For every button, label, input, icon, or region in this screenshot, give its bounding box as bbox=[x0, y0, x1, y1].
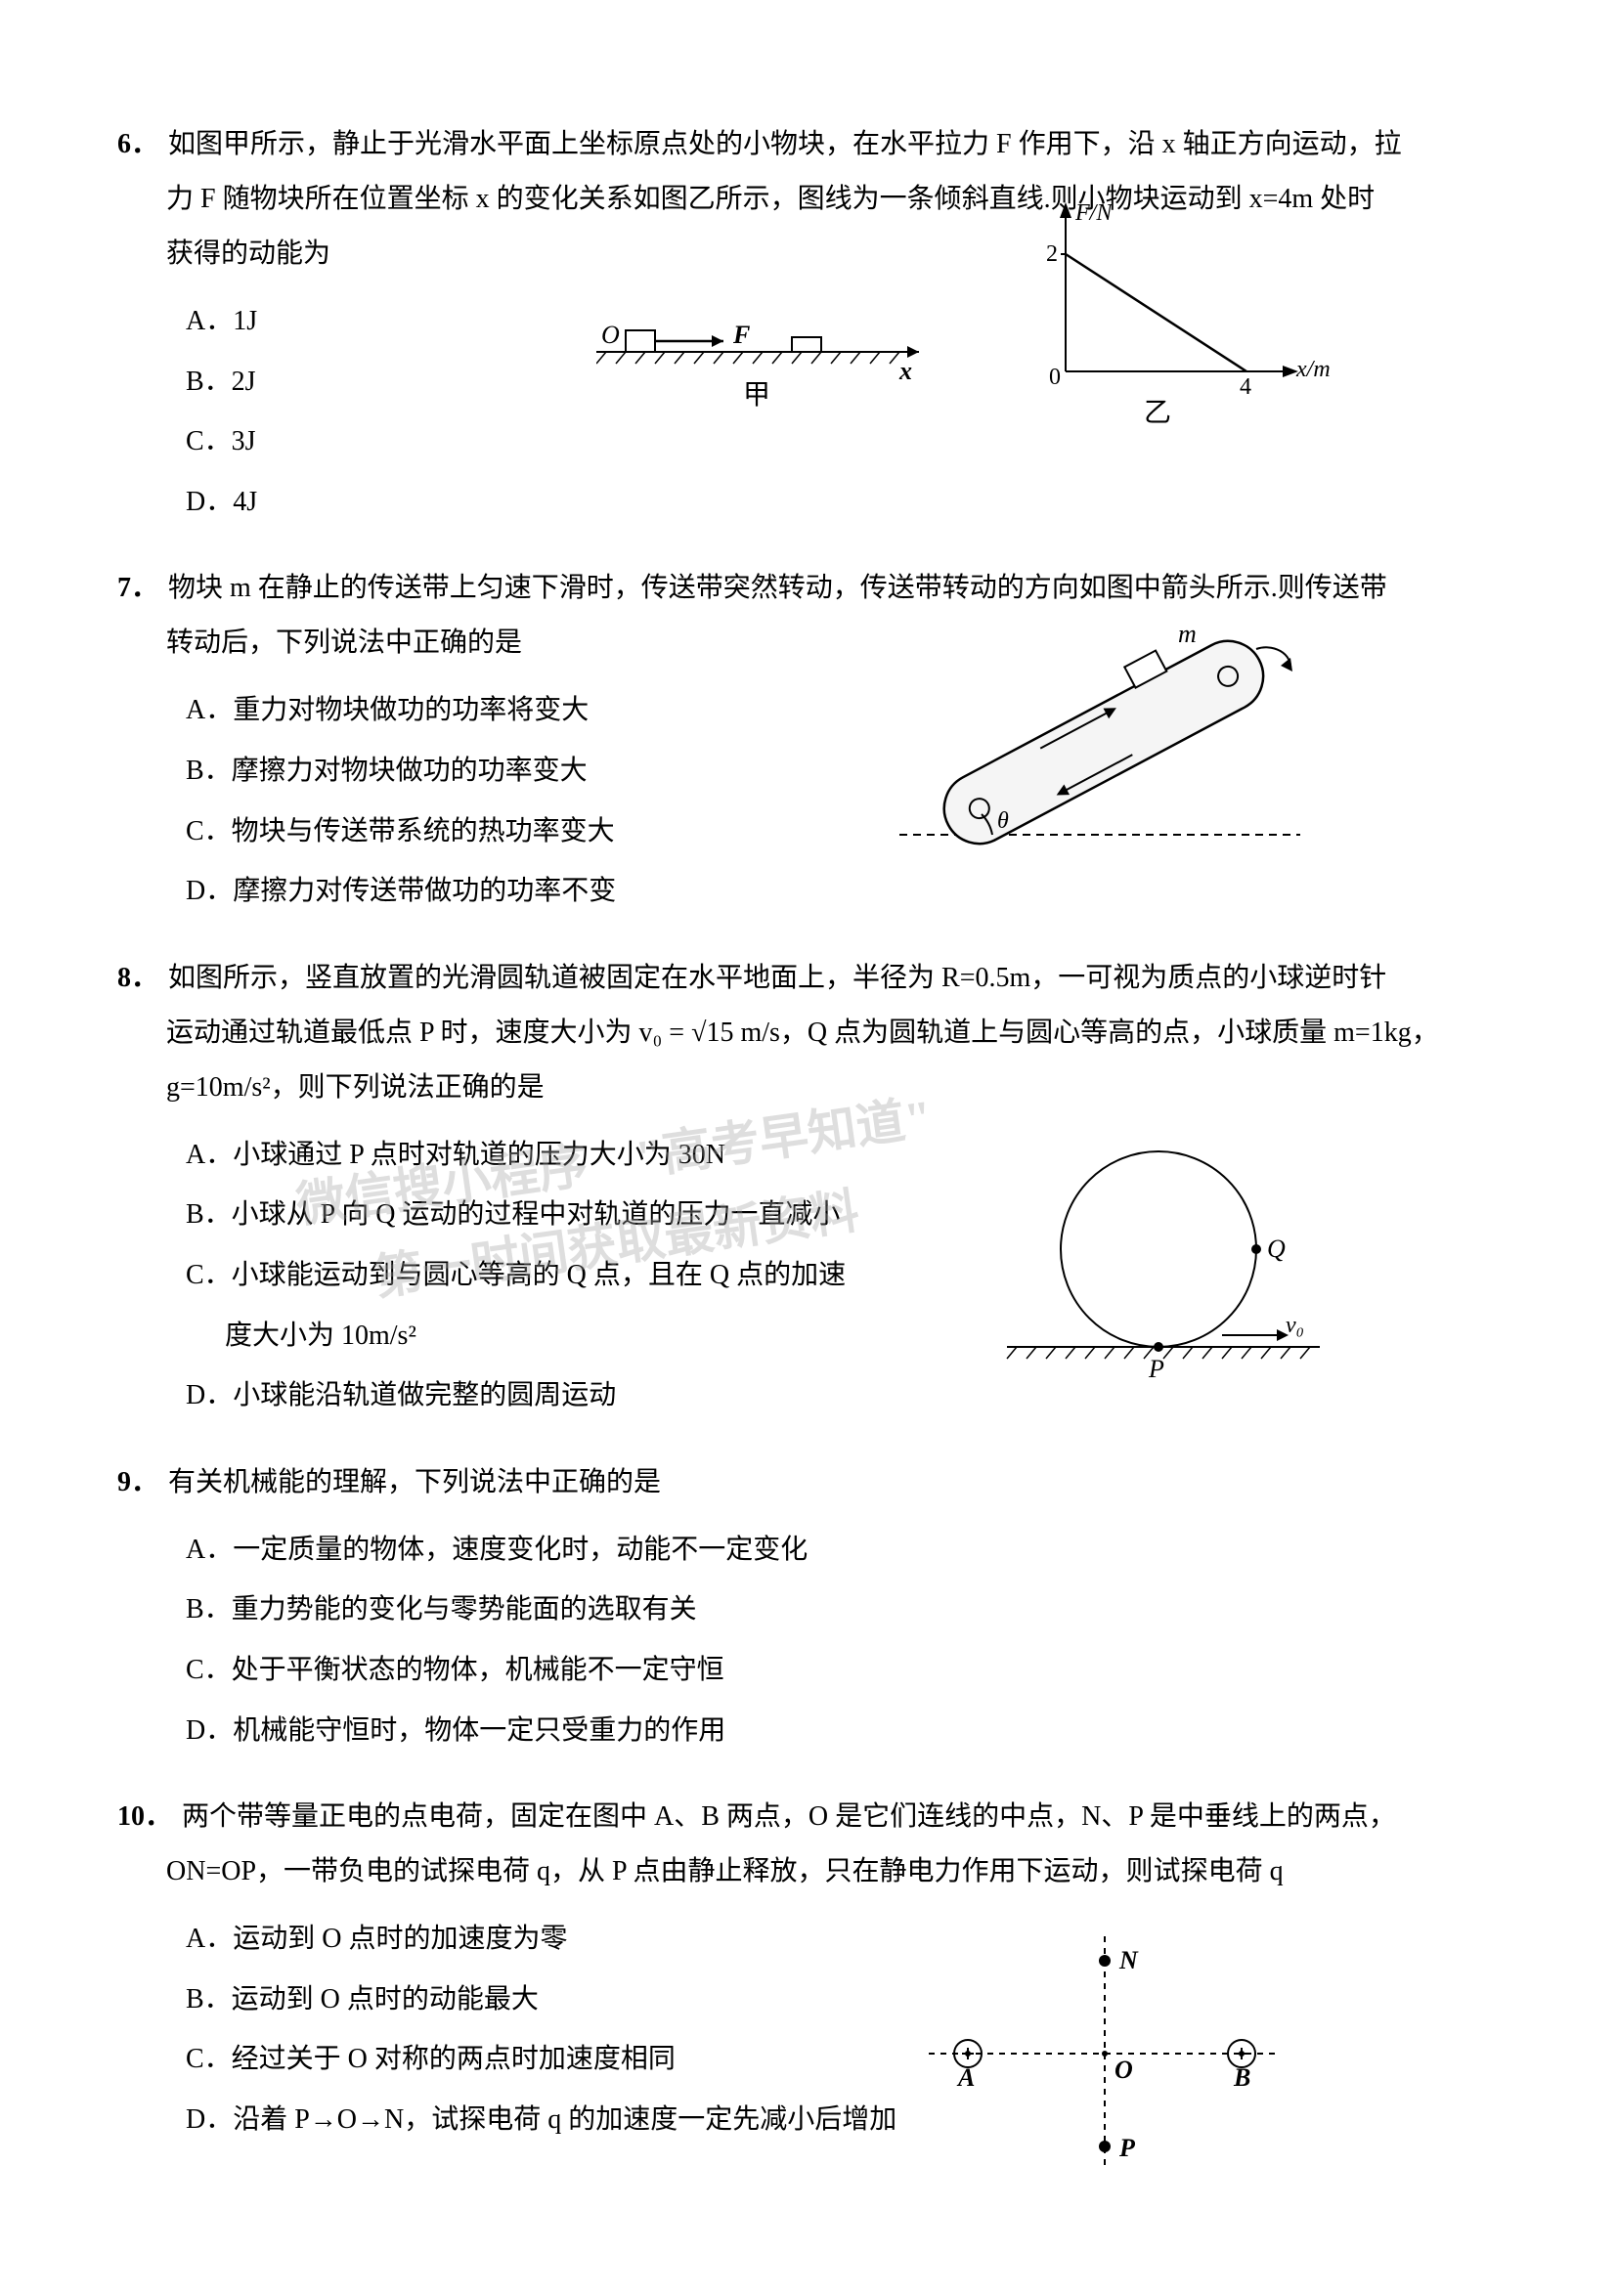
q9-stem-row: 9． 有关机械能的理解，下列说法中正确的是 bbox=[117, 1455, 1500, 1510]
q10-P-label: P bbox=[1119, 2134, 1135, 2163]
q7-optD: D．摩擦力对传送带做功的功率不变 bbox=[186, 861, 1500, 922]
q6-figure-yi: F/N x/m 2 4 0 乙 bbox=[1017, 200, 1330, 425]
q6-number: 6． bbox=[117, 129, 158, 159]
q7-m-label: m bbox=[1178, 620, 1197, 649]
q8-v0-label: v₀ bbox=[1286, 1313, 1304, 1339]
q9-number: 9． bbox=[117, 1467, 158, 1497]
q6-jia-F: F bbox=[733, 321, 750, 350]
q7-number: 7． bbox=[117, 573, 158, 603]
q8-stem3: g=10m/s²，则下列说法正确的是 bbox=[117, 1061, 1500, 1115]
q6-jia-label: 甲 bbox=[743, 373, 770, 412]
q10-stem-row1: 10． 两个带等量正电的点电荷，固定在图中 A、B 两点，O 是它们连线的中点，N… bbox=[117, 1790, 1500, 1844]
q7-stem1: 物块 m 在静止的传送带上匀速下滑时，传送带突然转动，传送带转动的方向如图中箭头… bbox=[168, 573, 1387, 603]
q9-options: A．一定质量的物体，速度变化时，动能不一定变化 B．重力势能的变化与零势能面的选… bbox=[117, 1520, 1500, 1760]
q10-N-label: N bbox=[1119, 1946, 1138, 1975]
q6-figure-yi-svg bbox=[1017, 200, 1330, 425]
q9-stem: 有关机械能的理解，下列说法中正确的是 bbox=[168, 1467, 661, 1497]
q10-A-label: A bbox=[958, 2063, 975, 2093]
q10-B-label: B bbox=[1234, 2063, 1250, 2093]
q10-stem2: ON=OP，一带负电的试探电荷 q，从 P 点由静止释放，只在静电力作用下运动，… bbox=[117, 1844, 1500, 1899]
q8-Q-label: Q bbox=[1267, 1235, 1286, 1264]
q9-optC: C．处于平衡状态的物体，机械能不一定守恒 bbox=[186, 1640, 1500, 1701]
q6-yi-ytick: 2 bbox=[1046, 241, 1058, 268]
q8-stem2: 运动通过轨道最低点 P 时，速度大小为 v₀ = √15 m/s，Q 点为圆轨道… bbox=[117, 1006, 1500, 1061]
q6-optD: D．4J bbox=[186, 472, 1500, 533]
q6-jia-x: x bbox=[899, 357, 912, 386]
q10-number: 10． bbox=[117, 1801, 172, 1832]
question-10: 10． 两个带等量正电的点电荷，固定在图中 A、B 两点，O 是它们连线的中点，N… bbox=[117, 1790, 1500, 2149]
q6-stem-row1: 6． 如图甲所示，静止于光滑水平面上坐标原点处的小物块，在水平拉力 F 作用下，沿… bbox=[117, 117, 1500, 172]
question-7: 7． 物块 m 在静止的传送带上匀速下滑时，传送带突然转动，传送带转动的方向如图中… bbox=[117, 561, 1500, 921]
q7-figure: m θ bbox=[890, 615, 1320, 869]
q6-yi-xtick: 4 bbox=[1240, 374, 1251, 401]
q6-yi-yaxis: F/N bbox=[1075, 200, 1112, 227]
q8-P-label: P bbox=[1149, 1355, 1164, 1384]
q7-stem-row1: 7． 物块 m 在静止的传送带上匀速下滑时，传送带突然转动，传送带转动的方向如图中… bbox=[117, 561, 1500, 616]
q7-theta-label: θ bbox=[997, 808, 1009, 835]
q7-figure-svg bbox=[890, 615, 1320, 869]
q6-stem1: 如图甲所示，静止于光滑水平面上坐标原点处的小物块，在水平拉力 F 作用下，沿 x… bbox=[168, 129, 1402, 159]
q8-number: 8． bbox=[117, 963, 158, 993]
q6-yi-origin: 0 bbox=[1049, 365, 1061, 391]
question-6: 6． 如图甲所示，静止于光滑水平面上坐标原点处的小物块，在水平拉力 F 作用下，沿… bbox=[117, 117, 1500, 532]
q9-optA: A．一定质量的物体，速度变化时，动能不一定变化 bbox=[186, 1520, 1500, 1581]
q6-yi-xaxis: x/m bbox=[1296, 357, 1331, 383]
q9-optD: D．机械能守恒时，物体一定只受重力的作用 bbox=[186, 1701, 1500, 1761]
q10-stem1: 两个带等量正电的点电荷，固定在图中 A、B 两点，O 是它们连线的中点，N、P … bbox=[182, 1801, 1396, 1832]
q10-figure-svg bbox=[899, 1917, 1310, 2200]
q9-optB: B．重力势能的变化与零势能面的选取有关 bbox=[186, 1580, 1500, 1640]
q8-stem-row1: 8． 如图所示，竖直放置的光滑圆轨道被固定在水平地面上，半径为 R=0.5m，一可… bbox=[117, 951, 1500, 1006]
q8-stem1: 如图所示，竖直放置的光滑圆轨道被固定在水平地面上，半径为 R=0.5m，一可视为… bbox=[168, 963, 1386, 993]
question-9: 9． 有关机械能的理解，下列说法中正确的是 A．一定质量的物体，速度变化时，动能不… bbox=[117, 1455, 1500, 1760]
q10-figure: A B O N P bbox=[899, 1917, 1310, 2200]
q6-jia-O: O bbox=[601, 321, 620, 350]
question-8: 8． 如图所示，竖直放置的光滑圆轨道被固定在水平地面上，半径为 R=0.5m，一可… bbox=[117, 951, 1500, 1426]
q6-yi-label: 乙 bbox=[1144, 391, 1171, 430]
q8-figure: P Q v₀ bbox=[997, 1122, 1330, 1386]
q10-O-label: O bbox=[1114, 2056, 1133, 2085]
q6-figure-jia: O F x 甲 bbox=[596, 303, 929, 411]
